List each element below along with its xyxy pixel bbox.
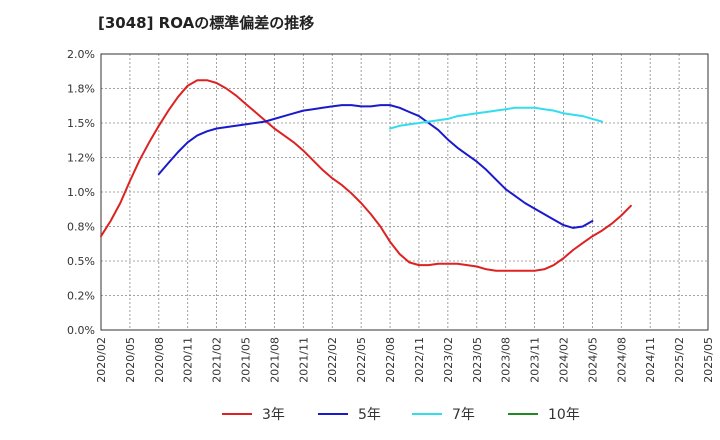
x-tick-label: 2020/11 [182,337,195,383]
plot-frame [100,53,709,331]
x-tick-label: 2021/05 [240,337,253,383]
x-tick-label: 2021/08 [268,337,281,383]
y-tick-label: 0.8% [67,221,95,234]
y-tick-label: 2.0% [67,48,95,61]
x-tick-label: 2023/05 [471,337,484,383]
y-tick-label: 0.2% [67,290,95,303]
legend: 3年 5年 7年 10年 [222,407,580,423]
y-tick-label: 1.5% [67,117,95,130]
series-line-7年 [389,106,603,130]
x-tick-label: 2024/08 [615,337,628,383]
x-tick-label: 2023/08 [500,337,513,383]
x-axis-ticks: 2020/02 2020/05 2020/08 2020/11 2021/02 2021/… [95,337,715,383]
chart-title: [3048] ROAの標準偏差の推移 [98,14,315,32]
x-tick-label: 2020/05 [124,337,137,383]
legend-item-7年: 7年 [412,407,475,423]
x-tick-label: 2022/05 [355,337,368,383]
y-tick-label: 1.0% [67,186,95,199]
series-layer [100,79,632,272]
series-line-3年 [100,79,632,272]
x-tick-label: 2023/11 [529,337,542,383]
x-tick-label: 2021/11 [297,337,310,383]
x-tick-label: 2022/08 [384,337,397,383]
y-tick-label: 0.5% [67,255,95,268]
x-tick-label: 2020/02 [95,337,108,383]
legend-item-5年: 5年 [318,407,381,423]
x-tick-label: 2025/02 [673,337,686,383]
x-tick-label: 2023/02 [442,337,455,383]
legend-item-3年: 3年 [222,407,285,423]
y-tick-label: 1.8% [67,83,95,96]
x-tick-label: 2020/08 [153,337,166,383]
y-axis-ticks: 0.0% 0.2% 0.5% 0.8% 1.0% 1.2% 1.5% 1.8% 2.0% [67,48,95,337]
x-tick-label: 2021/02 [211,337,224,383]
legend-label: 3年 [262,407,285,423]
x-tick-label: 2022/02 [326,337,339,383]
series-line-5年 [157,104,594,229]
y-tick-label: 0.0% [67,324,95,337]
legend-label: 5年 [358,407,381,423]
y-tick-label: 1.2% [67,152,95,165]
legend-label: 7年 [452,407,475,423]
x-tick-label: 2024/02 [557,337,570,383]
x-tick-label: 2024/11 [644,337,657,383]
x-tick-label: 2025/05 [702,337,715,383]
legend-label: 10年 [548,407,580,423]
x-tick-label: 2024/05 [586,337,599,383]
grid-layer [101,54,708,330]
legend-item-10年: 10年 [508,407,580,423]
x-tick-label: 2022/11 [413,337,426,383]
